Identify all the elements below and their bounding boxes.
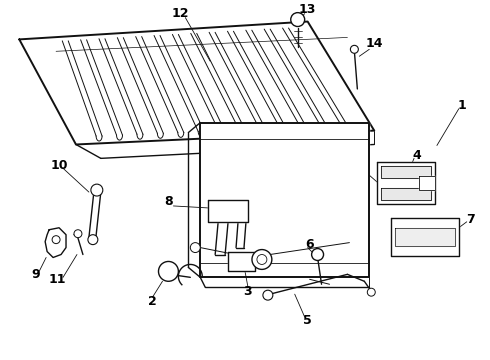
Circle shape [368, 288, 375, 296]
Circle shape [312, 248, 323, 261]
Text: 1: 1 [457, 99, 466, 112]
Circle shape [190, 243, 200, 252]
Text: 6: 6 [305, 238, 314, 251]
Circle shape [252, 249, 272, 269]
Circle shape [291, 13, 305, 27]
Polygon shape [395, 228, 455, 246]
Text: 8: 8 [164, 195, 173, 208]
Text: 2: 2 [148, 294, 157, 307]
Text: 7: 7 [466, 213, 475, 226]
Text: 3: 3 [244, 285, 252, 298]
Text: 10: 10 [50, 159, 68, 172]
Text: 13: 13 [299, 3, 317, 16]
Text: 14: 14 [366, 37, 383, 50]
Text: 5: 5 [303, 314, 312, 328]
Polygon shape [19, 22, 374, 144]
Polygon shape [391, 218, 459, 256]
Text: 12: 12 [172, 7, 189, 20]
Text: 11: 11 [49, 273, 66, 286]
Polygon shape [381, 166, 431, 178]
Circle shape [257, 255, 267, 265]
Polygon shape [381, 188, 431, 200]
Circle shape [88, 235, 98, 244]
Circle shape [263, 290, 273, 300]
Polygon shape [228, 252, 255, 271]
Polygon shape [419, 176, 435, 190]
Circle shape [91, 184, 103, 196]
Circle shape [350, 45, 358, 53]
Circle shape [158, 261, 178, 281]
Polygon shape [208, 200, 248, 222]
Text: 9: 9 [31, 268, 40, 281]
Circle shape [52, 236, 60, 244]
Circle shape [74, 230, 82, 238]
Polygon shape [200, 123, 369, 277]
Polygon shape [45, 228, 66, 257]
Text: 4: 4 [413, 149, 421, 162]
Polygon shape [377, 162, 435, 204]
